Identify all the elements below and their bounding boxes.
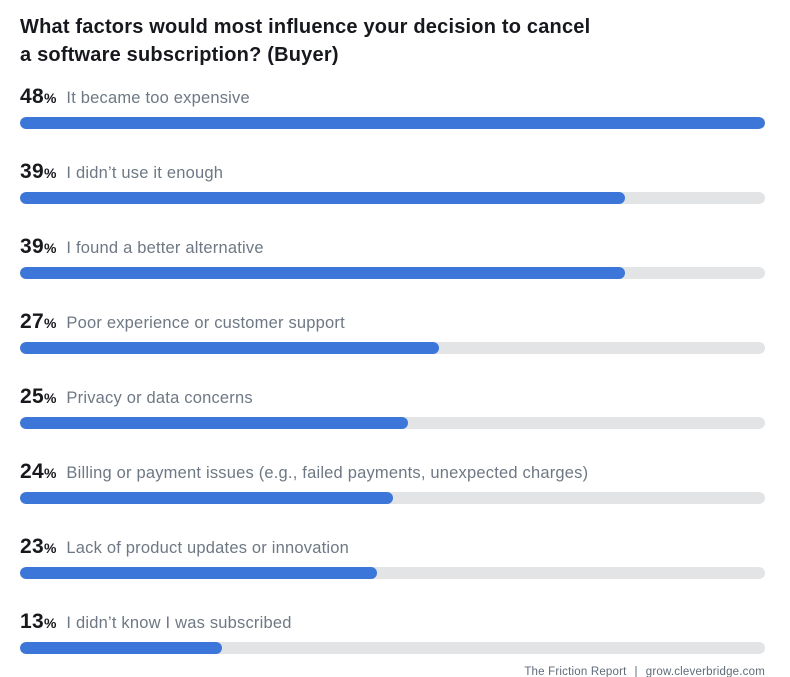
bar-track bbox=[20, 267, 765, 279]
chart-title: What factors would most influence your d… bbox=[20, 16, 591, 66]
percent-number: 48 bbox=[20, 85, 44, 108]
factor-label: I didn’t know I was subscribed bbox=[66, 614, 292, 632]
bar-fill bbox=[20, 642, 222, 654]
bar-fill bbox=[20, 267, 626, 279]
percent-sign: % bbox=[43, 240, 57, 256]
bar-row: 13% I didn’t know I was subscribed bbox=[20, 610, 765, 654]
percent-sign: % bbox=[43, 615, 57, 631]
percent-value: 13% bbox=[20, 610, 56, 634]
percent-value: 25% bbox=[20, 385, 56, 409]
bar-fill bbox=[20, 567, 377, 579]
percent-sign: % bbox=[43, 90, 57, 106]
bar-row-label: 24% Billing or payment issues (e.g., fai… bbox=[20, 460, 765, 484]
percent-number: 23 bbox=[20, 535, 44, 558]
bar-row-label: 39% I didn’t use it enough bbox=[20, 160, 765, 184]
percent-number: 27 bbox=[20, 310, 44, 333]
bar-fill bbox=[20, 342, 440, 354]
bar-row: 24% Billing or payment issues (e.g., fai… bbox=[20, 460, 765, 504]
bar-row: 39% I found a better alternative bbox=[20, 235, 765, 279]
factor-label: Privacy or data concerns bbox=[66, 389, 253, 407]
factor-label: Lack of product updates or innovation bbox=[66, 539, 350, 557]
factor-label: It became too expensive bbox=[66, 89, 250, 107]
percent-value: 39% bbox=[20, 235, 56, 259]
bar-row-label: 13% I didn’t know I was subscribed bbox=[20, 610, 765, 634]
bar-row-label: 39% I found a better alternative bbox=[20, 235, 765, 259]
percent-sign: % bbox=[43, 540, 57, 556]
bar-row: 39% I didn’t use it enough bbox=[20, 160, 765, 204]
percent-value: 24% bbox=[20, 460, 56, 484]
footer-site-url: grow.cleverbridge.com bbox=[645, 666, 765, 677]
percent-number: 39 bbox=[20, 160, 44, 183]
bar-row-label: 27% Poor experience or customer support bbox=[20, 310, 765, 334]
factor-label: Poor experience or customer support bbox=[66, 314, 345, 332]
bar-fill bbox=[20, 492, 393, 504]
bar-fill bbox=[20, 192, 626, 204]
percent-sign: % bbox=[43, 465, 57, 481]
factor-label: Billing or payment issues (e.g., failed … bbox=[66, 464, 589, 482]
percent-value: 48% bbox=[20, 85, 56, 109]
bar-rows: 48% It became too expensive 39% I didn’t… bbox=[20, 85, 765, 654]
bar-track bbox=[20, 492, 765, 504]
footer-report-name: The Friction Report bbox=[524, 666, 627, 677]
percent-value: 39% bbox=[20, 160, 56, 184]
footer-divider: | bbox=[634, 666, 638, 677]
footer: The Friction Report | grow.cleverbridge.co… bbox=[20, 666, 765, 677]
bar-track bbox=[20, 342, 765, 354]
percent-value: 27% bbox=[20, 310, 56, 334]
bar-track bbox=[20, 567, 765, 579]
percent-number: 24 bbox=[20, 460, 44, 483]
bar-row: 25% Privacy or data concerns bbox=[20, 385, 765, 429]
bar-row-label: 23% Lack of product updates or innovatio… bbox=[20, 535, 765, 559]
bar-track bbox=[20, 417, 765, 429]
bar-track bbox=[20, 117, 765, 129]
bar-row-label: 25% Privacy or data concerns bbox=[20, 385, 765, 409]
bar-track bbox=[20, 192, 765, 204]
percent-sign: % bbox=[43, 315, 57, 331]
percent-sign: % bbox=[43, 165, 57, 181]
factor-label: I didn’t use it enough bbox=[66, 164, 224, 182]
percent-value: 23% bbox=[20, 535, 56, 559]
percent-sign: % bbox=[43, 390, 57, 406]
bar-track bbox=[20, 642, 765, 654]
bar-fill bbox=[20, 117, 765, 129]
bar-row: 48% It became too expensive bbox=[20, 85, 765, 129]
factor-label: I found a better alternative bbox=[66, 239, 264, 257]
percent-number: 25 bbox=[20, 385, 44, 408]
bar-row: 23% Lack of product updates or innovatio… bbox=[20, 535, 765, 579]
bar-fill bbox=[20, 417, 409, 429]
percent-number: 13 bbox=[20, 610, 44, 633]
bar-row-label: 48% It became too expensive bbox=[20, 85, 765, 109]
bar-row: 27% Poor experience or customer support bbox=[20, 310, 765, 354]
percent-number: 39 bbox=[20, 235, 44, 258]
